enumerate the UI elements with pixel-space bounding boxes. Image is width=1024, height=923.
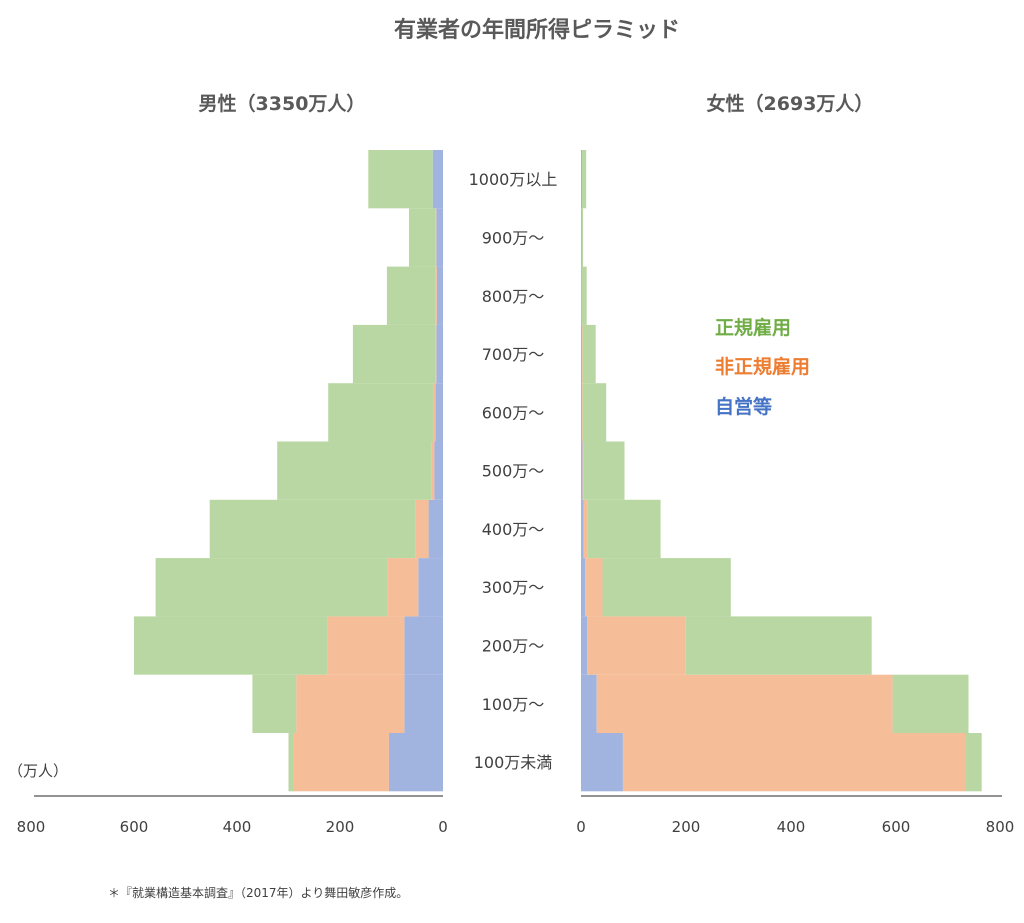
female-bar-regular bbox=[587, 499, 661, 559]
category-label: 600万～ bbox=[482, 403, 545, 422]
category-label: 800万～ bbox=[482, 287, 545, 306]
female-bar-self-employed bbox=[581, 558, 586, 617]
female-bar-regular bbox=[583, 441, 625, 500]
male-tick-label: 400 bbox=[223, 818, 252, 836]
male-bar-nonregular bbox=[327, 616, 405, 675]
male-bar-regular bbox=[134, 616, 328, 675]
female-bars bbox=[581, 150, 982, 792]
female-bar-nonregular bbox=[582, 383, 583, 442]
female-bar-nonregular bbox=[596, 674, 893, 733]
female-tick-label: 800 bbox=[986, 818, 1015, 836]
male-bar-self-employed bbox=[434, 441, 443, 500]
female-bar-self-employed bbox=[581, 733, 623, 792]
female-tick-label: 0 bbox=[576, 818, 586, 836]
female-bar-regular bbox=[581, 266, 587, 325]
legend-item-regular: 正規雇用 bbox=[715, 316, 791, 339]
male-panel-title: 男性（3350万人） bbox=[199, 92, 366, 115]
male-bar-self-employed bbox=[404, 674, 443, 733]
female-bar-regular bbox=[582, 324, 596, 384]
male-tick-label: 0 bbox=[438, 818, 448, 836]
male-bar-self-employed bbox=[404, 616, 443, 675]
male-bar-regular bbox=[386, 266, 436, 325]
category-label: 100万未満 bbox=[474, 753, 553, 772]
female-bar-nonregular bbox=[622, 733, 966, 792]
male-bar-regular bbox=[155, 558, 388, 617]
female-bar-self-employed bbox=[581, 266, 582, 325]
male-bar-self-employed bbox=[432, 150, 443, 209]
female-tick-label: 400 bbox=[777, 818, 806, 836]
male-bar-self-employed bbox=[428, 499, 443, 559]
male-bar-nonregular bbox=[435, 266, 437, 325]
legend-item-self-employed: 自営等 bbox=[715, 395, 772, 418]
male-bar-self-employed bbox=[436, 208, 443, 267]
female-panel-title: 女性（2693万人） bbox=[707, 92, 874, 115]
female-tick-labels: 0 200 400 600 800 bbox=[576, 818, 1014, 836]
male-bar-regular bbox=[409, 208, 436, 267]
male-bar-nonregular bbox=[431, 441, 435, 500]
male-bar-regular bbox=[277, 441, 432, 500]
male-bar-regular bbox=[328, 383, 434, 442]
female-bar-regular bbox=[582, 150, 587, 209]
female-bar-self-employed bbox=[581, 150, 582, 209]
male-bar-nonregular bbox=[435, 208, 437, 267]
female-bar-self-employed bbox=[581, 441, 583, 500]
female-bar-self-employed bbox=[581, 324, 582, 384]
male-bar-nonregular bbox=[387, 558, 419, 617]
category-labels: 100万未満 100万～ 200万～ 300万～ 400万～ 500万～ 600万～ 700万… bbox=[469, 170, 558, 772]
male-bar-regular bbox=[368, 150, 433, 209]
male-bar-self-employed bbox=[436, 266, 443, 325]
male-bars bbox=[134, 150, 443, 792]
female-bar-self-employed bbox=[581, 383, 582, 442]
category-label: 100万～ bbox=[482, 695, 545, 714]
male-tick-label: 600 bbox=[120, 818, 149, 836]
legend: 正規雇用 非正規雇用 自営等 bbox=[715, 316, 810, 418]
female-bar-self-employed bbox=[581, 674, 597, 733]
unit-label: （万人） bbox=[8, 762, 68, 780]
male-bar-nonregular bbox=[435, 324, 437, 384]
chart-title: 有業者の年間所得ピラミッド bbox=[394, 17, 680, 43]
female-bar-regular bbox=[966, 733, 982, 792]
category-label: 700万～ bbox=[482, 345, 545, 364]
category-label: 200万～ bbox=[482, 637, 545, 656]
male-bar-self-employed bbox=[388, 733, 443, 792]
female-bar-nonregular bbox=[582, 441, 584, 500]
female-bar-self-employed bbox=[581, 499, 584, 559]
female-bar-regular bbox=[892, 674, 969, 733]
female-tick-label: 600 bbox=[882, 818, 911, 836]
category-label: 400万～ bbox=[482, 520, 545, 539]
female-bar-nonregular bbox=[587, 616, 686, 675]
male-bar-regular bbox=[352, 324, 436, 384]
male-bar-self-employed bbox=[435, 383, 443, 442]
male-tick-label: 200 bbox=[326, 818, 355, 836]
female-bar-nonregular bbox=[585, 558, 603, 617]
female-bar-nonregular bbox=[583, 499, 588, 559]
legend-item-nonregular: 非正規雇用 bbox=[715, 355, 810, 378]
male-bar-nonregular bbox=[296, 674, 405, 733]
category-label: 300万～ bbox=[482, 578, 545, 597]
female-bar-regular bbox=[582, 383, 607, 442]
source-note: ＊『就業構造基本調査』（2017年）より舞田敏彦作成。 bbox=[108, 885, 408, 900]
male-bar-nonregular bbox=[293, 733, 389, 792]
male-bar-self-employed bbox=[436, 324, 443, 384]
male-bar-regular bbox=[209, 499, 416, 559]
female-bar-self-employed bbox=[581, 208, 582, 267]
category-label: 1000万以上 bbox=[469, 170, 558, 189]
category-label: 900万～ bbox=[482, 229, 545, 248]
male-bar-self-employed bbox=[418, 558, 443, 617]
female-bar-self-employed bbox=[581, 616, 588, 675]
male-tick-labels: 800 600 400 200 0 bbox=[17, 818, 448, 836]
male-bar-regular bbox=[252, 674, 297, 733]
category-label: 500万～ bbox=[482, 462, 545, 481]
female-bar-regular bbox=[602, 558, 731, 617]
male-bar-regular bbox=[288, 733, 294, 792]
male-bar-nonregular bbox=[433, 383, 436, 442]
male-tick-label: 800 bbox=[17, 818, 46, 836]
female-tick-label: 200 bbox=[672, 818, 701, 836]
male-bar-nonregular bbox=[415, 499, 429, 559]
female-bar-nonregular bbox=[582, 324, 583, 384]
female-bar-regular bbox=[581, 208, 584, 267]
female-bar-regular bbox=[685, 616, 872, 675]
